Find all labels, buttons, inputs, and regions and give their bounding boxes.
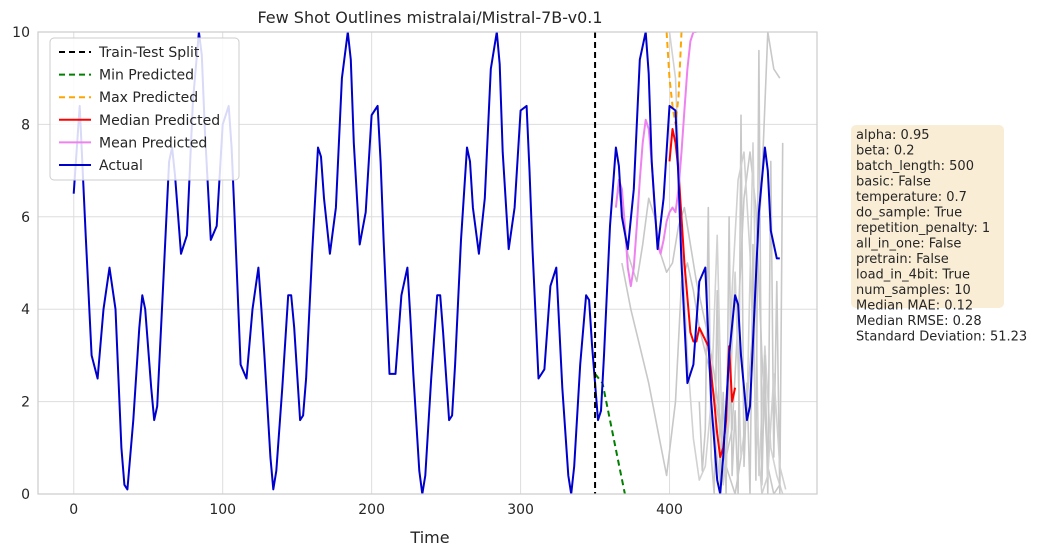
series-line-max-predicted	[665, 32, 683, 126]
x-tick-label: 400	[656, 502, 683, 518]
x-axis-label: Time	[409, 528, 449, 547]
metric-line: Standard Deviation: 51.23	[856, 330, 1027, 345]
y-tick-label: 6	[21, 210, 30, 226]
legend-box	[49, 37, 240, 181]
info-line: pretrain: False	[856, 252, 949, 267]
info-line: repetition_penalty: 1	[856, 221, 990, 236]
x-tick-label: 300	[507, 502, 534, 518]
info-line: basic: False	[856, 175, 931, 190]
y-tick-label: 10	[12, 25, 30, 41]
x-tick-label: 0	[69, 502, 78, 518]
legend: Train-Test Split Min Predicted Max Predict…	[49, 37, 240, 181]
x-tick-labels: 0 100 200 300 400	[69, 502, 683, 518]
legend-label: Min Predicted	[99, 68, 194, 84]
info-line: batch_length: 500	[856, 159, 974, 174]
chart-title: Few Shot Outlines mistralai/Mistral-7B-v…	[257, 8, 602, 27]
sample-path-line	[698, 49, 784, 494]
info-line: all_in_one: False	[856, 237, 961, 252]
info-line: num_samples: 10	[856, 283, 971, 298]
plot-frame	[37, 31, 818, 495]
x-tick-label: 100	[209, 502, 236, 518]
info-box-background	[851, 125, 1004, 308]
info-line: beta: 0.2	[856, 144, 915, 159]
y-tick-labels: 0 2 4 6 8 10	[12, 25, 30, 503]
info-line: temperature: 0.7	[856, 190, 967, 205]
y-tick-label: 0	[21, 487, 30, 503]
y-tick-label: 2	[21, 395, 30, 411]
legend-label: Actual	[99, 158, 143, 174]
y-tick-label: 8	[21, 117, 30, 133]
x-tick-label: 200	[358, 502, 385, 518]
series-group	[72, 32, 780, 494]
metric-line: Median RMSE: 0.28	[856, 314, 982, 329]
legend-label: Max Predicted	[99, 90, 198, 106]
info-line: alpha: 0.95	[856, 128, 930, 143]
sample-path-line	[713, 151, 787, 494]
y-tick-label: 4	[21, 302, 30, 318]
legend-label: Mean Predicted	[99, 135, 207, 151]
metric-line: Median MAE: 0.12	[856, 299, 973, 314]
series-line-actual	[72, 32, 780, 494]
info-line: load_in_4bit: True	[856, 268, 970, 283]
info-line: do_sample: True	[856, 206, 962, 221]
legend-label: Train-Test Split	[98, 45, 200, 61]
legend-label: Median Predicted	[99, 113, 220, 129]
